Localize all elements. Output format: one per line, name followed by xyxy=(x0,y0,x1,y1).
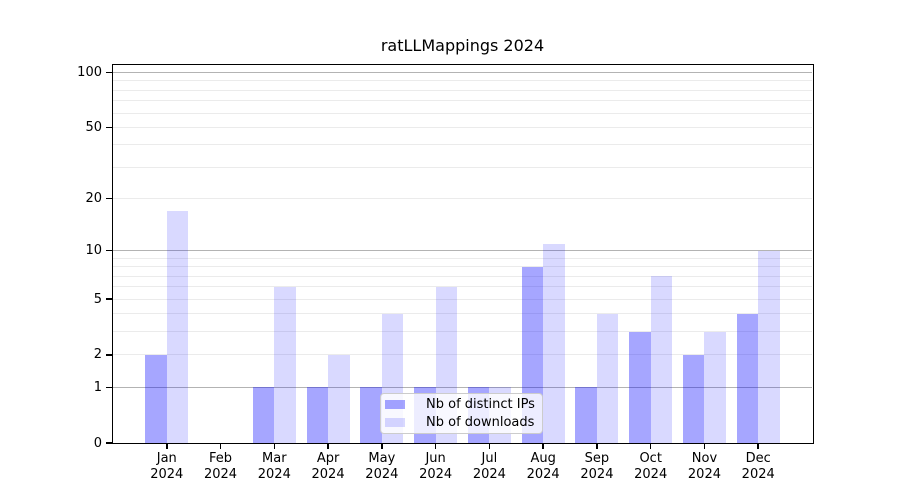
y-gridline-minor xyxy=(113,166,812,168)
y-gridline-minor xyxy=(113,298,812,300)
x-tick xyxy=(596,444,598,449)
x-tick-label: Jan 2024 xyxy=(150,451,184,482)
x-tick xyxy=(649,444,652,449)
bar-downloads xyxy=(758,250,780,443)
x-tick-label: Jul 2024 xyxy=(472,451,506,482)
y-tick-label: 2 xyxy=(93,347,102,363)
legend-swatch-downloads xyxy=(385,418,405,427)
legend-label-distinct-ips: Nb of distinct IPs xyxy=(426,397,535,412)
bar-distinct-ips xyxy=(682,354,705,443)
legend-label-downloads: Nb of downloads xyxy=(426,415,535,430)
x-tick-label: Sep 2024 xyxy=(580,451,614,482)
x-tick xyxy=(757,444,759,449)
legend: Nb of distinct IPs Nb of downloads xyxy=(380,393,543,434)
x-tick-label: Jun 2024 xyxy=(419,451,453,482)
bar-downloads xyxy=(328,354,350,443)
x-tick-label: Feb 2024 xyxy=(203,451,238,482)
bar-downloads xyxy=(274,286,296,443)
x-tick-label: Dec 2024 xyxy=(741,451,775,482)
y-gridline-minor xyxy=(113,286,812,288)
y-tick xyxy=(106,386,112,389)
y-tick xyxy=(106,71,112,74)
x-tick xyxy=(434,444,437,449)
x-tick xyxy=(327,444,329,449)
bar-distinct-ips xyxy=(306,387,329,443)
y-gridline-minor xyxy=(113,198,812,200)
y-gridline-major xyxy=(113,72,812,74)
bar-downloads xyxy=(596,313,619,443)
x-tick-label: Mar 2024 xyxy=(257,451,291,482)
y-gridline-minor xyxy=(113,354,812,356)
y-tick-label: 100 xyxy=(77,65,102,81)
bar-distinct-ips xyxy=(360,387,382,443)
x-tick-label: Apr 2024 xyxy=(311,451,345,482)
y-gridline-minor xyxy=(113,80,812,82)
y-gridline-major xyxy=(113,386,812,388)
bar-downloads xyxy=(166,211,189,443)
y-tick xyxy=(106,442,112,444)
x-tick xyxy=(542,444,544,449)
bar-distinct-ips xyxy=(629,331,651,443)
y-gridline-minor xyxy=(113,100,812,102)
y-tick-label: 10 xyxy=(85,243,102,259)
y-gridline-minor xyxy=(113,313,812,315)
y-gridline-minor xyxy=(113,112,812,114)
x-tick-label: May 2024 xyxy=(365,451,399,482)
x-tick xyxy=(703,444,706,449)
y-gridline-minor xyxy=(113,89,812,91)
chart-title: ratLLMappings 2024 xyxy=(380,36,545,55)
bar-downloads xyxy=(543,243,565,443)
x-tick xyxy=(381,444,383,449)
y-gridline-minor xyxy=(113,275,812,277)
legend-entry-distinct-ips: Nb of distinct IPs xyxy=(385,397,536,412)
bar-downloads xyxy=(704,331,726,443)
y-tick-label: 1 xyxy=(93,379,102,395)
y-gridline-minor xyxy=(113,257,812,259)
y-gridline-minor xyxy=(113,126,812,128)
bar-distinct-ips xyxy=(575,387,597,443)
x-tick xyxy=(219,444,222,449)
y-tick xyxy=(106,354,112,356)
y-tick-label: 50 xyxy=(85,119,102,135)
y-gridline-major xyxy=(113,250,812,252)
bar-distinct-ips xyxy=(736,313,759,443)
bar-downloads xyxy=(650,276,673,443)
y-tick-label: 0 xyxy=(93,435,102,451)
x-tick xyxy=(273,444,276,449)
x-tick-label: Nov 2024 xyxy=(687,451,721,482)
y-gridline-minor xyxy=(113,266,812,268)
y-gridline-minor xyxy=(113,144,812,146)
legend-entry-downloads: Nb of downloads xyxy=(385,415,536,430)
y-tick-label: 20 xyxy=(85,191,102,207)
y-tick-label: 5 xyxy=(93,291,102,307)
y-tick xyxy=(106,249,112,252)
bar-distinct-ips xyxy=(252,387,275,443)
x-tick-label: Aug 2024 xyxy=(526,451,560,482)
y-tick xyxy=(106,197,112,200)
y-tick xyxy=(106,126,112,129)
bar-distinct-ips xyxy=(145,354,167,443)
x-tick xyxy=(166,444,168,449)
legend-swatch-distinct-ips xyxy=(385,400,405,409)
x-tick xyxy=(488,444,491,449)
y-gridline-minor xyxy=(113,331,812,333)
y-tick xyxy=(106,298,112,300)
x-tick-label: Oct 2024 xyxy=(634,451,668,482)
plot-area xyxy=(113,65,812,443)
